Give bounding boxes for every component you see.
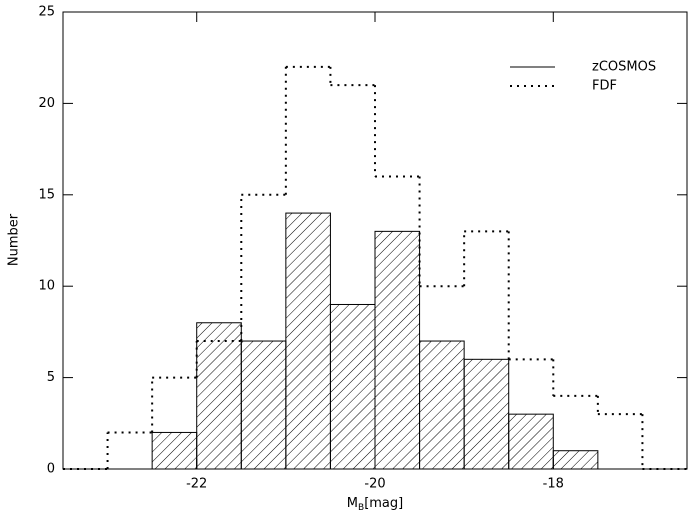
y-tick-label: 5	[47, 370, 55, 385]
histogram-bar	[552, 450, 599, 470]
histogram-bar	[329, 303, 376, 470]
histogram-bar	[374, 230, 421, 470]
x-label-main: M	[347, 496, 358, 511]
x-tick-label: -20	[364, 477, 385, 492]
x-tick-label: -18	[543, 477, 564, 492]
histogram-bar	[463, 358, 510, 470]
y-tick-label: 25	[38, 5, 55, 20]
histogram-bar	[419, 340, 465, 470]
histogram-bar	[240, 340, 287, 470]
y-axis-label: Number	[7, 213, 22, 266]
x-axis-label: MB[mag]	[347, 496, 403, 513]
legend-label: zCOSMOS	[592, 60, 656, 75]
y-tick-label: 20	[38, 96, 55, 111]
x-tick-label: -22	[186, 477, 207, 492]
y-tick-label: 0	[47, 462, 55, 477]
histogram-bar	[508, 413, 554, 470]
histogram-bar	[151, 431, 198, 470]
x-label-rest: [mag]	[364, 496, 403, 511]
y-tick-label: 15	[38, 187, 55, 202]
legend-label: FDF	[592, 79, 617, 94]
histogram-bar	[196, 322, 242, 470]
histogram-bar	[285, 212, 331, 470]
x-label-sub: B	[358, 503, 364, 513]
y-tick-label: 10	[38, 279, 55, 294]
